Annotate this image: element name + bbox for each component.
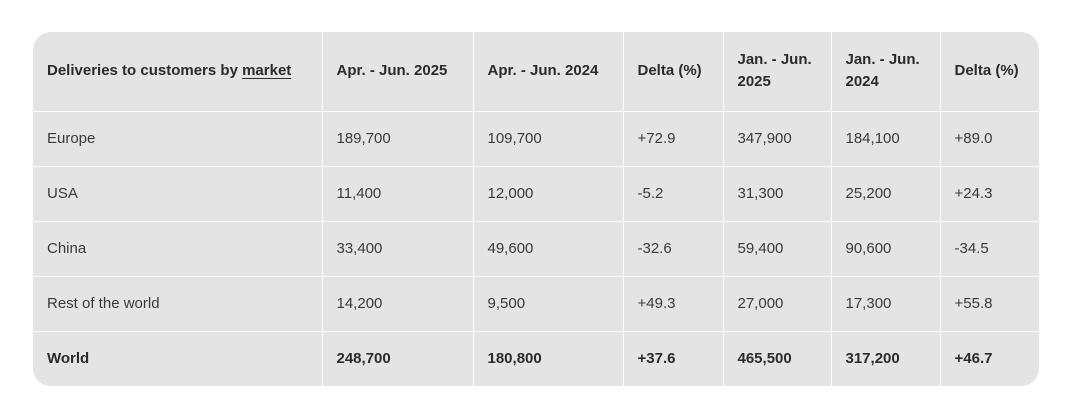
header-col-2: Apr. - Jun. 2024 [473,32,624,112]
table-cell: 109,700 [473,111,624,167]
total-cell: 180,800 [473,331,624,386]
header-col-4: Jan. - Jun. 2025 [723,32,832,112]
table-row: China 33,400 49,600 -32.6 59,400 90,600 … [33,221,1039,278]
table-cell: 184,100 [831,111,941,167]
table-cell: 347,900 [723,111,832,167]
table-cell: 189,700 [322,111,474,167]
table-total-row: World 248,700 180,800 +37.6 465,500 317,… [33,331,1039,386]
deliveries-table: Deliveries to customers by market Apr. -… [33,32,1039,386]
table-cell: +24.3 [940,166,1039,222]
total-cell: +37.6 [623,331,724,386]
table-cell: 25,200 [831,166,941,222]
table-header-row: Deliveries to customers by market Apr. -… [33,32,1039,112]
total-cell: 465,500 [723,331,832,386]
table-cell: -5.2 [623,166,724,222]
table-cell: -32.6 [623,221,724,278]
table-cell: +72.9 [623,111,724,167]
table-cell: 11,400 [322,166,474,222]
table-cell: 49,600 [473,221,624,278]
row-market: China [33,221,323,278]
deliveries-table-card: Deliveries to customers by market Apr. -… [33,32,1039,386]
header-market-prefix: Deliveries to customers by [47,62,243,80]
table-cell: 9,500 [473,276,624,333]
table-cell: 17,300 [831,276,941,333]
row-market: USA [33,166,323,222]
table-cell: 14,200 [322,276,474,333]
table-cell: +55.8 [940,276,1039,333]
table-cell: +89.0 [940,111,1039,167]
row-market: Europe [33,111,323,167]
table-cell: 33,400 [322,221,474,278]
table-row: Rest of the world 14,200 9,500 +49.3 27,… [33,276,1039,333]
header-col-6: Delta (%) [940,32,1039,112]
header-col-3: Delta (%) [623,32,724,112]
table-cell: +49.3 [623,276,724,333]
total-cell: 317,200 [831,331,941,386]
table-cell: -34.5 [940,221,1039,278]
table-cell: 31,300 [723,166,832,222]
table-row: USA 11,400 12,000 -5.2 31,300 25,200 +24… [33,166,1039,222]
header-market-label: Deliveries to customers by market [33,32,323,112]
table-cell: 27,000 [723,276,832,333]
total-market: World [33,331,323,386]
header-col-1: Apr. - Jun. 2025 [322,32,474,112]
header-col-5: Jan. - Jun. 2024 [831,32,941,112]
table-cell: 59,400 [723,221,832,278]
table-row: Europe 189,700 109,700 +72.9 347,900 184… [33,111,1039,167]
total-cell: +46.7 [954,350,993,368]
market-link[interactable]: market [242,62,292,80]
table-cell: 90,600 [831,221,941,278]
total-cell: 248,700 [322,331,474,386]
table-cell: 12,000 [473,166,624,222]
row-market: Rest of the world [33,276,323,333]
